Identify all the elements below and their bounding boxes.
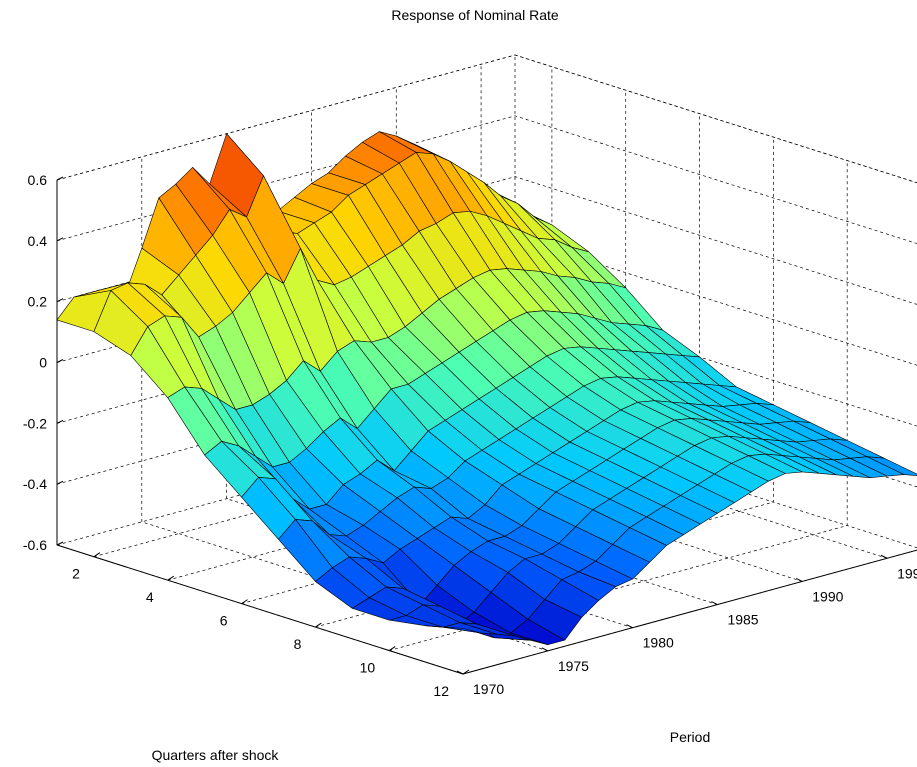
z-tick [56,176,64,181]
surface-patch [425,625,481,634]
z-tick [56,480,64,485]
y-tick [456,670,464,675]
z-gridline [56,54,917,184]
y-tick [541,647,549,652]
x-tick-label: 8 [294,636,302,652]
y-tick [626,624,633,629]
z-tick-label: -0.2 [23,415,47,431]
z-tick-label: 0.4 [28,233,48,249]
x-tick [462,669,470,675]
z-tick-label: 0.6 [28,172,48,188]
x-tick-label: 2 [72,566,80,582]
z-tick [56,237,64,242]
y-tick [711,601,718,606]
x-tick [241,599,248,605]
y-axis-line [462,549,917,675]
box-edge [514,54,917,184]
y-tick [796,577,803,582]
y-tick-label: 1985 [727,612,758,628]
axis-layer: -0.6 -0.4 -0.2 0 0.2 0.4 0.6 2 4 6 8 10 12 1970 1975 19… [23,172,917,699]
box-edge [56,54,516,181]
x-tick-label: 6 [220,613,228,629]
x-axis-line [56,544,464,675]
z-tick [56,541,64,546]
y-tick-label: 1980 [643,635,674,651]
z-tick [56,419,64,424]
y-gridline [226,133,633,629]
z-tick [56,298,64,303]
x-axis-label: Quarters after shock [152,747,280,763]
y-tick-label: 1970 [473,681,504,697]
z-tick-label: 0.2 [28,294,48,310]
z-tick-label: -0.6 [23,537,47,553]
x-tick-label: 12 [433,683,449,699]
surface-layer [56,131,917,646]
y-tick-label: 1995 [897,565,917,581]
x-tick-label: 4 [146,589,154,605]
x-tick [167,575,175,581]
x-tick [93,552,101,558]
y-tick-label: 1975 [558,658,589,674]
y-axis-label: Period [670,729,710,745]
y-tick-label: 1990 [812,588,843,604]
x-tick [315,622,322,628]
y-gridline [141,156,548,652]
z-tick [56,359,64,363]
y-tick [880,554,888,559]
z-tick-label: 0 [39,355,47,371]
chart-title: Response of Nominal Rate [391,7,559,23]
x-tick [388,646,396,651]
x-tick-label: 10 [360,660,376,676]
z-tick-label: -0.4 [23,476,47,492]
